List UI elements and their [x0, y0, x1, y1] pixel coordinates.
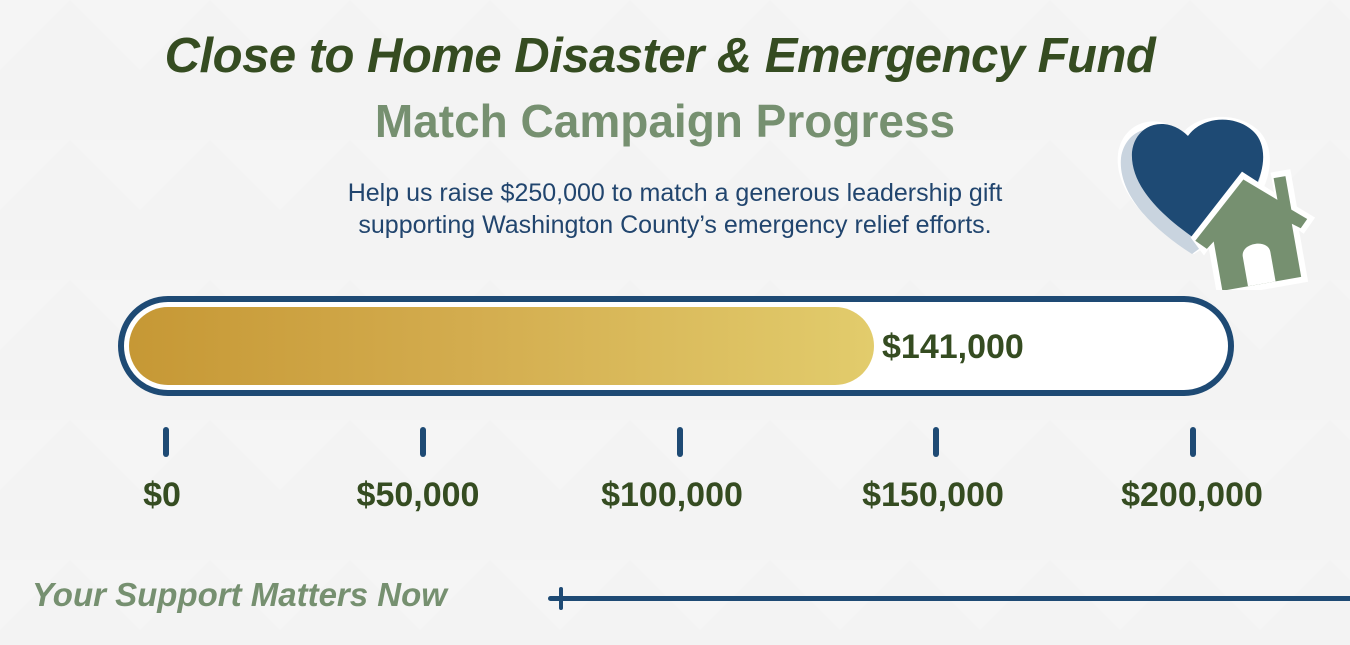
footer-line-cap [559, 587, 563, 610]
heart-house-icon [1117, 116, 1316, 298]
footer-tagline: Your Support Matters Now [32, 576, 447, 613]
heart-home-badge [1108, 100, 1318, 298]
campaign-description: Help us raise $250,000 to match a genero… [240, 177, 1110, 241]
progress-bar: $141,000 [118, 296, 1234, 396]
description-line-2: supporting Washington County’s emergency… [358, 211, 992, 239]
page-subtitle-text: Match Campaign Progress [374, 95, 956, 147]
axis-tick-150000 [933, 427, 939, 457]
footer-divider-line [548, 596, 1350, 601]
page-title-text: Close to Home Disaster & Emergency Fund [164, 29, 1156, 83]
page-subtitle: Match Campaign Progress [0, 94, 1350, 148]
axis-tick-0 [163, 427, 169, 457]
house-icon [1190, 169, 1316, 298]
axis-tick-100000 [677, 427, 683, 457]
axis-label-50000: $50,000 [356, 476, 480, 514]
axis-label-0: $0 [143, 476, 181, 514]
axis-tick-50000 [420, 427, 426, 457]
axis-label-100000: $100,000 [601, 476, 743, 514]
description-line-1: Help us raise $250,000 to match a genero… [347, 179, 1003, 207]
raised-amount: $141,000 [882, 328, 1024, 366]
page-title: Close to Home Disaster & Emergency Fund [0, 28, 1350, 84]
axis-label-200000: $200,000 [1121, 476, 1263, 514]
axis-tick-200000 [1190, 427, 1196, 457]
progress-bar-fill [129, 307, 874, 385]
axis-label-150000: $150,000 [862, 476, 1004, 514]
